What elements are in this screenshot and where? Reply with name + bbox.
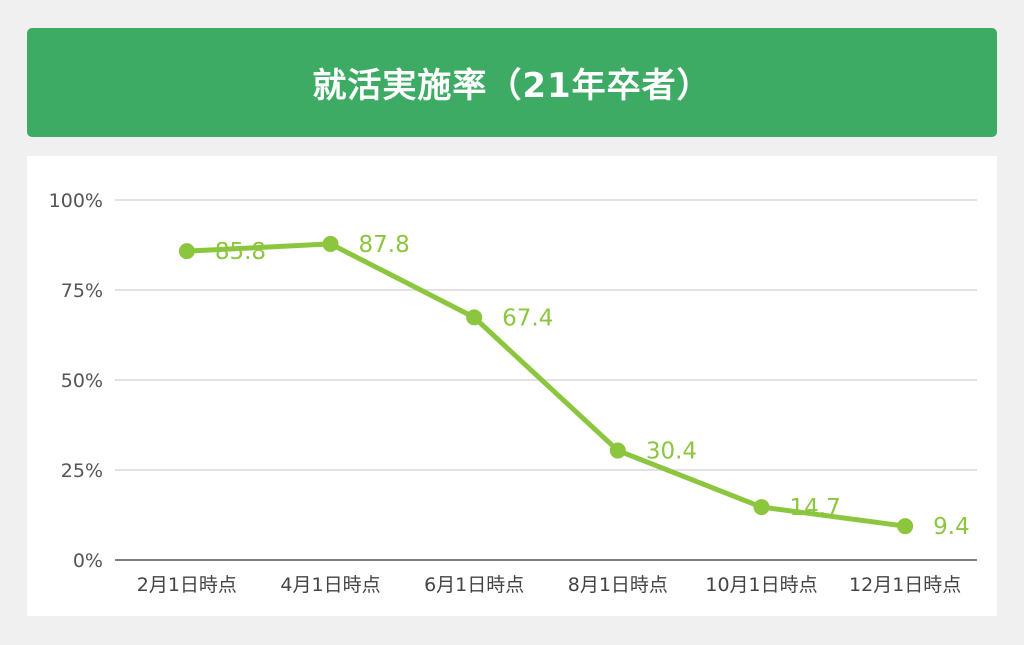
data-label: 30.4 xyxy=(646,439,697,465)
data-point xyxy=(753,499,770,516)
y-tick-label: 100% xyxy=(49,190,103,212)
x-tick-label: 4月1日時点 xyxy=(280,574,380,596)
series-line xyxy=(184,241,908,529)
x-tick-label: 2月1日時点 xyxy=(137,574,237,596)
series-group xyxy=(178,235,914,535)
data-label: 85.8 xyxy=(215,239,266,265)
title-banner: 就活実施率（21年卒者） xyxy=(27,28,997,137)
data-point xyxy=(897,518,914,535)
line-chart: 0% 25% 50% 75% 100% 2月1日時点 4月1日時点 6月1日時点 8月1日時点… xyxy=(49,190,977,596)
data-label: 14.7 xyxy=(790,495,841,521)
data-labels: 85.8 87.8 67.4 30.4 14.7 9.4 xyxy=(215,232,970,540)
data-point xyxy=(609,442,626,459)
grid-lines xyxy=(115,199,977,561)
data-point xyxy=(322,235,339,252)
data-label: 67.4 xyxy=(502,305,553,331)
y-axis-ticks: 0% 25% 50% 75% 100% xyxy=(49,190,103,572)
data-label: 9.4 xyxy=(933,514,970,540)
chart-card: 0% 25% 50% 75% 100% 2月1日時点 4月1日時点 6月1日時点 8月1日時点… xyxy=(27,156,997,616)
y-tick-label: 75% xyxy=(61,280,103,302)
x-axis-ticks: 2月1日時点 4月1日時点 6月1日時点 8月1日時点 10月1日時点 12月1日時点 xyxy=(137,574,962,596)
data-label: 87.8 xyxy=(359,232,410,258)
data-point xyxy=(466,309,483,326)
x-tick-label: 12月1日時点 xyxy=(849,574,961,596)
x-tick-label: 10月1日時点 xyxy=(705,574,817,596)
x-tick-label: 6月1日時点 xyxy=(424,574,524,596)
data-point xyxy=(178,243,195,260)
y-tick-label: 50% xyxy=(61,370,103,392)
x-tick-label: 8月1日時点 xyxy=(568,574,668,596)
y-tick-label: 25% xyxy=(61,460,103,482)
chart-title: 就活実施率（21年卒者） xyxy=(312,66,712,106)
y-tick-label: 0% xyxy=(73,550,103,572)
